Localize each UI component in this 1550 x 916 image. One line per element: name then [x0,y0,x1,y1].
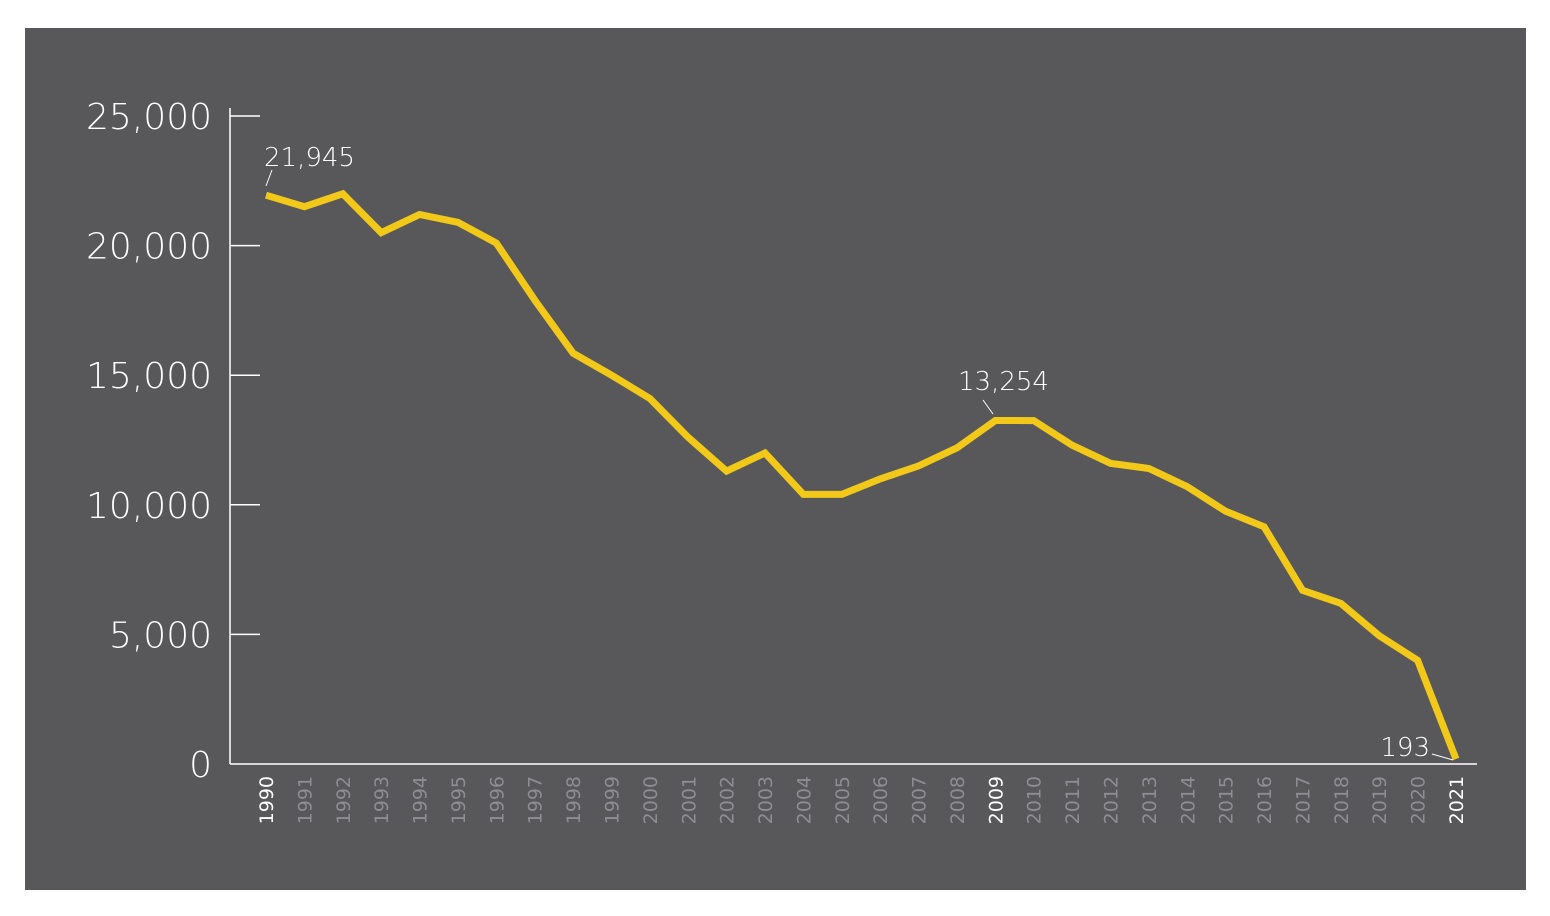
y-tick-label: 10,000 [86,486,212,527]
y-axis: 0 5,000 10,000 15,000 20,000 25,000 [86,97,260,786]
x-tick-label-2021: 2021 [1446,776,1468,824]
x-tick-label-1998: 1998 [563,776,585,824]
x-tick-label-1992: 1992 [333,776,355,824]
annotation-leader-line [265,169,273,187]
y-tick-label: 5,000 [109,615,212,656]
x-tick-label-2020: 2020 [1408,776,1430,824]
x-tick-label-1995: 1995 [448,776,470,824]
x-tick-label-2013: 2013 [1139,776,1161,824]
x-tick-label-2006: 2006 [870,776,892,824]
x-tick-label-2007: 2007 [909,776,931,824]
x-tick-label-2016: 2016 [1254,776,1276,824]
annotations: 21,945 13,254 193 [264,143,1454,763]
chart-panel [25,28,1526,890]
x-tick-label-2012: 2012 [1101,776,1123,824]
x-tick-label-1990: 1990 [256,776,278,824]
x-tick-label-2019: 2019 [1369,776,1391,824]
x-tick-label-2010: 2010 [1024,776,1046,824]
x-axis: 1990 1991 1992 1993 1994 1995 1996 1997 1998 1999… [230,763,1477,824]
x-tick-label-2018: 2018 [1331,776,1353,824]
x-tick-label-2011: 2011 [1062,776,1084,824]
annotation-label-2021: 193 [1380,733,1430,763]
x-tick-label-2014: 2014 [1177,776,1199,824]
x-tick-label-1997: 1997 [525,776,547,824]
annotation-label-1990: 21,945 [264,143,355,173]
series-line [264,189,1460,761]
x-tick-label-2000: 2000 [640,776,662,824]
x-tick-label-2002: 2002 [717,776,739,824]
x-tick-label-1991: 1991 [294,776,316,824]
x-tick-label-2008: 2008 [947,776,969,824]
annotation-leader-line [1431,753,1454,761]
y-tick-label: 25,000 [86,97,212,138]
x-tick-label-2015: 2015 [1216,776,1238,824]
x-tick-label-1999: 1999 [601,776,623,824]
y-tick-label: 20,000 [86,227,212,268]
x-tick-label-2004: 2004 [793,776,815,824]
x-tick-label-1993: 1993 [371,776,393,824]
x-tick-label-2001: 2001 [678,776,700,824]
annotation-label-2009: 13,254 [958,367,1049,397]
x-tick-label-2003: 2003 [755,776,777,824]
annotation-leader-line [982,399,994,415]
x-tick-label-1994: 1994 [410,776,432,824]
x-tick-label-2009: 2009 [985,776,1007,824]
y-tick-label: 15,000 [86,356,212,397]
x-tick-label-2017: 2017 [1292,776,1314,824]
x-tick-label-2005: 2005 [832,776,854,824]
x-tick-label-1996: 1996 [486,776,508,824]
y-tick-label: 0 [189,745,212,786]
